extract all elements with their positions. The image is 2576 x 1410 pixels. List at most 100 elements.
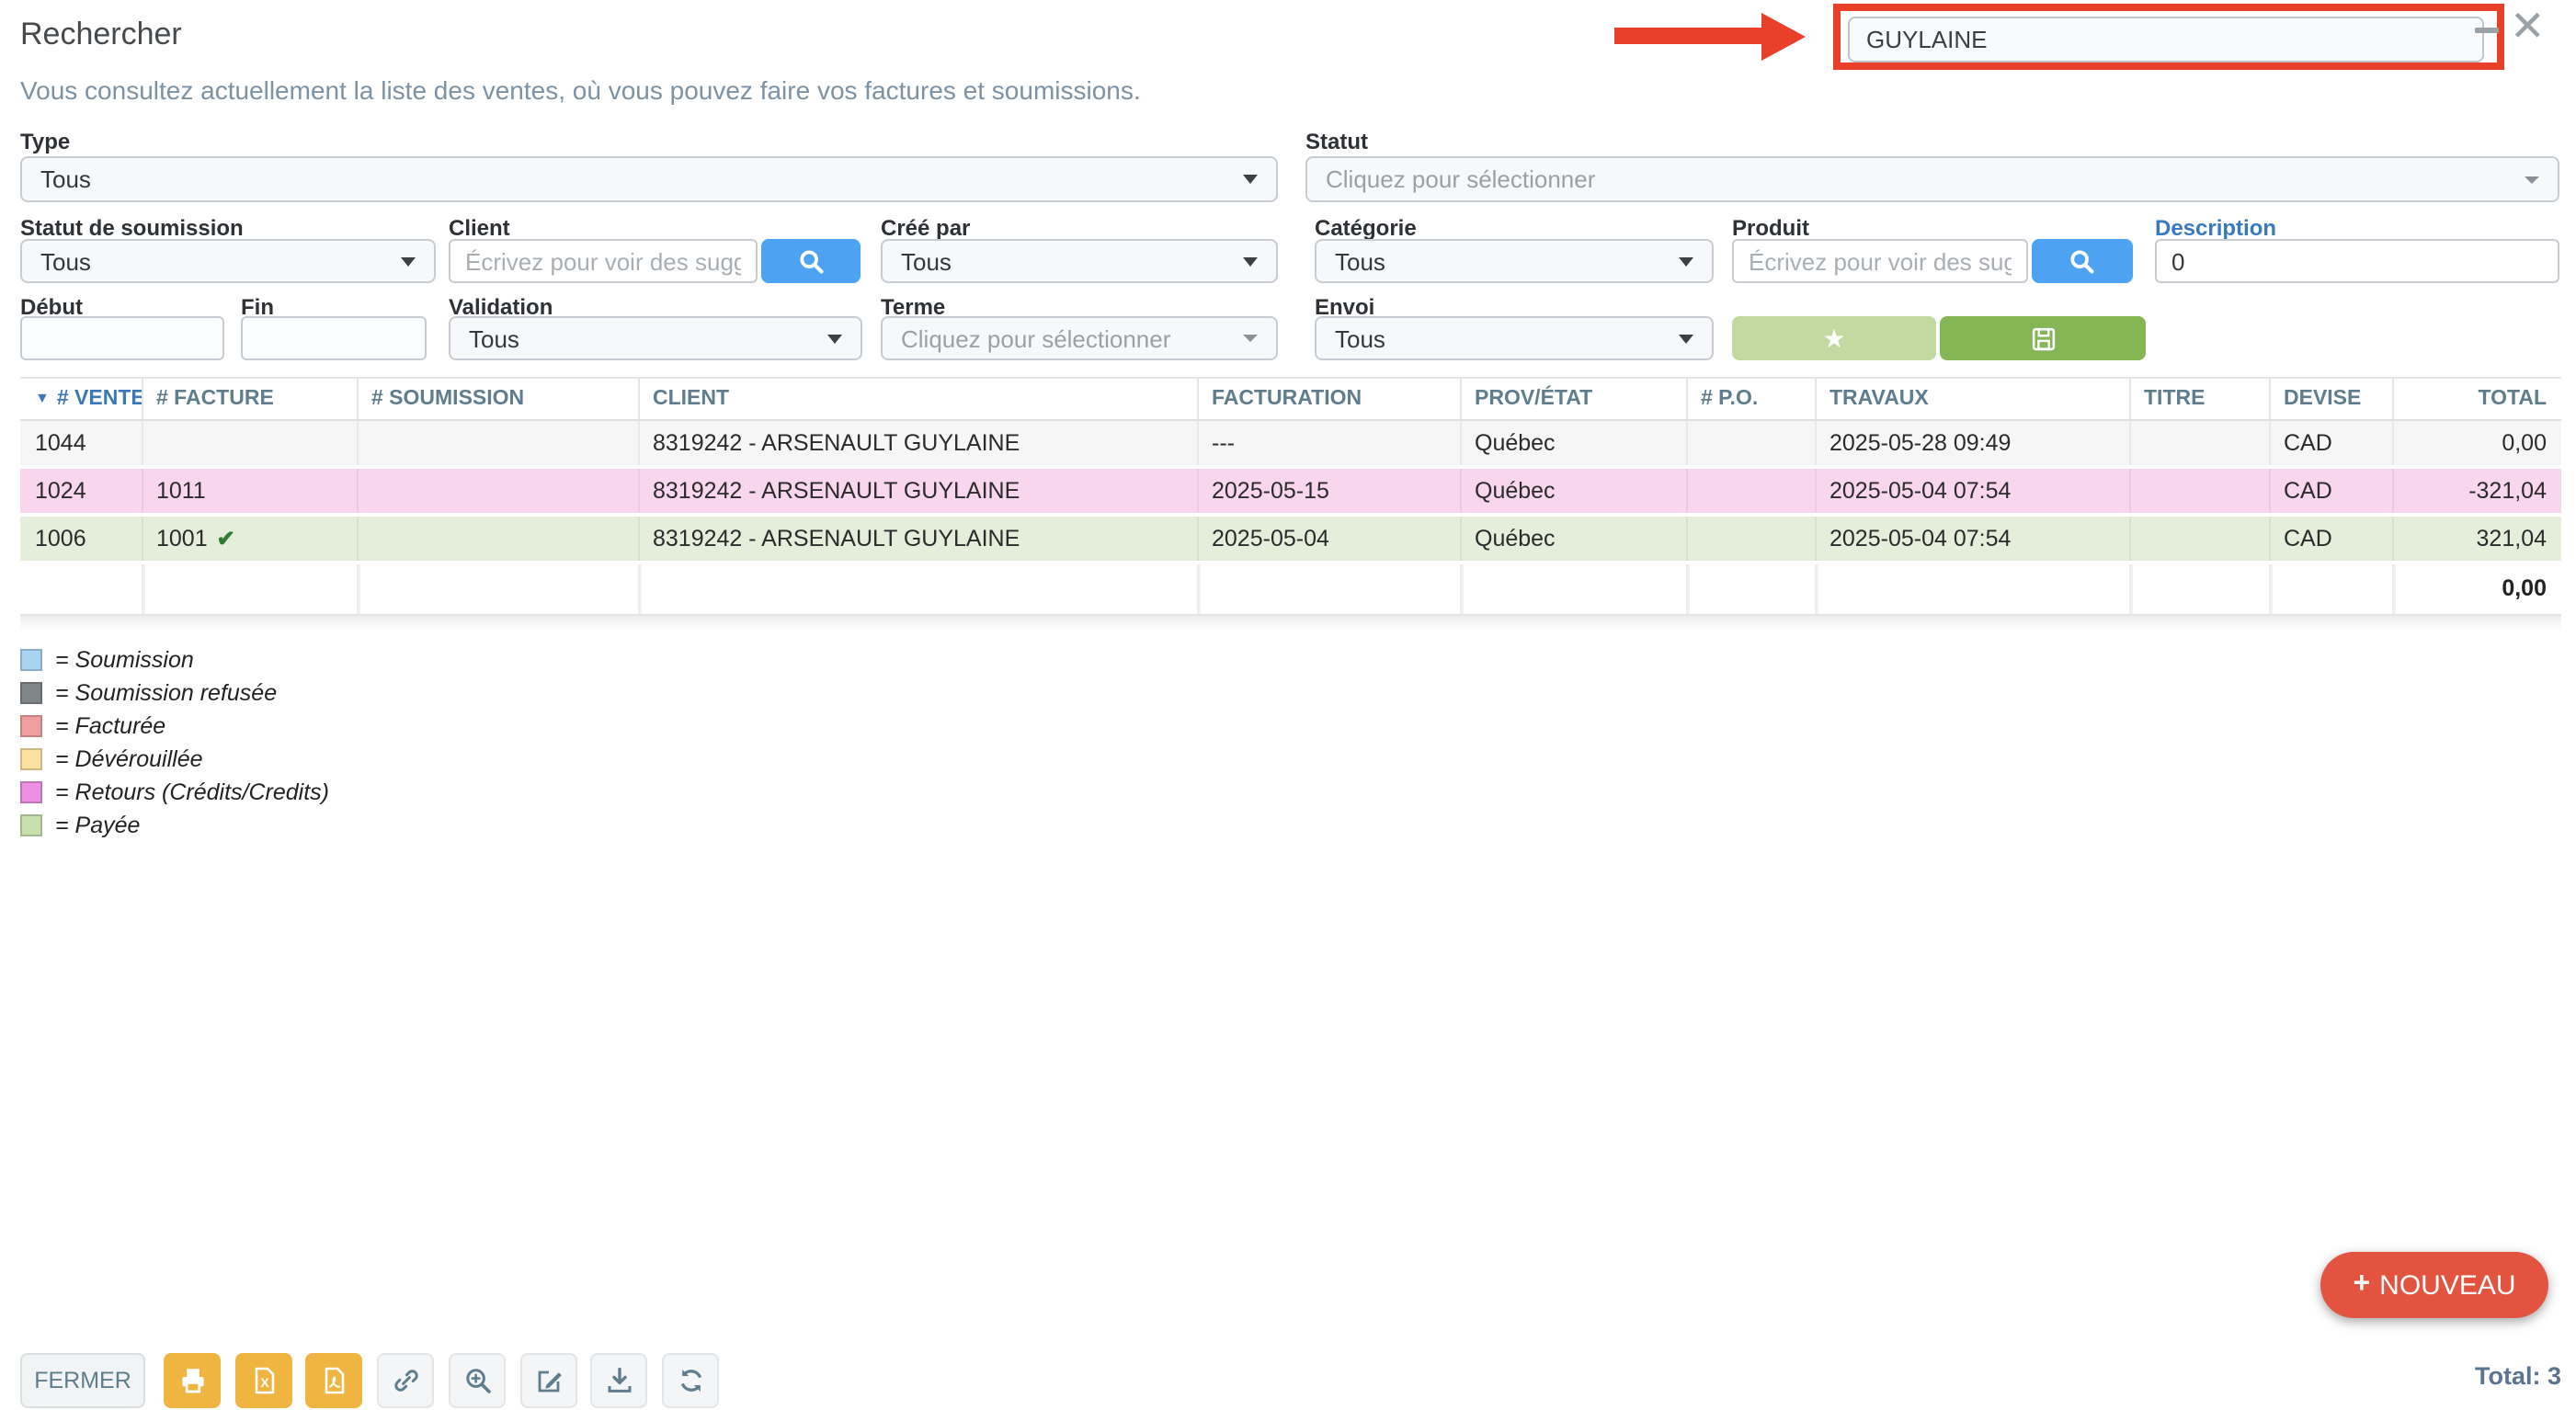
- legend-color-retours: [20, 781, 42, 803]
- cell-facturation: 2025-05-15: [1197, 469, 1460, 513]
- cell-devise: CAD: [2269, 517, 2392, 561]
- column-header-facturation[interactable]: FACTURATION: [1197, 379, 1460, 419]
- legend-item: = Payée: [20, 813, 329, 838]
- chevron-down-icon: [401, 256, 416, 266]
- edit-button[interactable]: [520, 1353, 577, 1408]
- validation-select[interactable]: Tous: [449, 316, 862, 360]
- column-header-total[interactable]: TOTAL: [2392, 379, 2561, 419]
- client-search-button[interactable]: [761, 239, 861, 283]
- row-color-legend: = Soumission = Soumission refusée = Fact…: [20, 647, 329, 838]
- export-excel-button[interactable]: X: [235, 1353, 292, 1408]
- column-header-titre[interactable]: TITRE: [2129, 379, 2269, 419]
- cell-po: [1686, 421, 1815, 465]
- table-header-row: ▼ # VENTE # FACTURE # SOUMISSION CLIENT F…: [20, 377, 2561, 421]
- table-summary-row: 0,00: [20, 564, 2561, 616]
- zoom-in-icon: [465, 1369, 490, 1393]
- copy-link-button[interactable]: [377, 1353, 434, 1408]
- download-button[interactable]: [590, 1353, 647, 1408]
- svg-text:X: X: [259, 1375, 268, 1390]
- cell-facture: 1001 ✔: [142, 517, 357, 561]
- produit-label: Produit: [1732, 215, 1809, 241]
- table-row[interactable]: 1024 1011 8319242 - ARSENAULT GUYLAINE 2…: [20, 469, 2561, 517]
- legend-item: = Dévérouillée: [20, 746, 329, 772]
- file-excel-icon: X: [254, 1367, 274, 1394]
- results-total: Total: 3: [2475, 1362, 2561, 1390]
- debut-label: Début: [20, 294, 83, 320]
- cree-par-label: Créé par: [881, 215, 971, 241]
- refresh-button[interactable]: [662, 1353, 719, 1408]
- legend-color-soumission: [20, 649, 42, 671]
- description-input[interactable]: [2155, 239, 2559, 283]
- categorie-label: Catégorie: [1315, 215, 1417, 241]
- cell-facturation: 2025-05-04: [1197, 517, 1460, 561]
- fin-date-input[interactable]: [241, 316, 427, 360]
- annotation-highlight-box: [1833, 4, 2504, 70]
- table-row[interactable]: 1044 8319242 - ARSENAULT GUYLAINE --- Qu…: [20, 421, 2561, 469]
- statut-soumission-value: Tous: [40, 247, 91, 275]
- minimize-icon[interactable]: [2475, 28, 2499, 33]
- export-pdf-button[interactable]: [305, 1353, 362, 1408]
- column-header-po[interactable]: # P.O.: [1686, 379, 1815, 419]
- legend-color-deverouillee: [20, 748, 42, 770]
- cell-travaux: 2025-05-28 09:49: [1815, 421, 2129, 465]
- cree-par-value: Tous: [901, 247, 952, 275]
- column-header-client[interactable]: CLIENT: [638, 379, 1197, 419]
- new-sale-button[interactable]: + NOUVEAU: [2320, 1252, 2548, 1318]
- chevron-down-icon: [827, 334, 842, 343]
- legend-color-payee: [20, 814, 42, 836]
- column-header-facture[interactable]: # FACTURE: [142, 379, 357, 419]
- validation-label: Validation: [449, 294, 553, 320]
- cell-client: 8319242 - ARSENAULT GUYLAINE: [638, 517, 1197, 561]
- cell-total: 0,00: [2392, 421, 2561, 465]
- column-header-vente[interactable]: ▼ # VENTE: [35, 388, 142, 410]
- table-row[interactable]: 1006 1001 ✔ 8319242 - ARSENAULT GUYLAINE …: [20, 517, 2561, 564]
- close-icon[interactable]: ✕: [2510, 2, 2546, 50]
- plus-icon: +: [2353, 1268, 2371, 1300]
- statut-select[interactable]: Cliquez pour sélectionner: [1305, 156, 2559, 202]
- column-header-soumission[interactable]: # SOUMISSION: [357, 379, 638, 419]
- new-sale-button-label: NOUVEAU: [2379, 1269, 2516, 1301]
- zoom-details-button[interactable]: [449, 1353, 506, 1408]
- categorie-select[interactable]: Tous: [1315, 239, 1714, 283]
- star-icon: ★: [1822, 324, 1846, 353]
- chevron-down-icon: [1243, 175, 1258, 184]
- column-header-prov-etat[interactable]: PROV/ÉTAT: [1460, 379, 1686, 419]
- favorite-filter-button[interactable]: ★: [1732, 316, 1936, 360]
- quick-search-input[interactable]: [1848, 17, 2484, 63]
- terme-select[interactable]: Cliquez pour sélectionner: [881, 316, 1278, 360]
- page-title: Rechercher: [20, 17, 182, 51]
- search-icon: [2070, 249, 2094, 273]
- cree-par-select[interactable]: Tous: [881, 239, 1278, 283]
- produit-input[interactable]: [1732, 239, 2028, 283]
- cell-po: [1686, 517, 1815, 561]
- cell-titre: [2129, 517, 2269, 561]
- legend-item: = Soumission: [20, 647, 329, 673]
- refresh-icon: [679, 1370, 701, 1392]
- print-button[interactable]: [164, 1353, 221, 1408]
- statut-select-placeholder: Cliquez pour sélectionner: [1326, 165, 1596, 193]
- save-filter-button[interactable]: [1940, 316, 2146, 360]
- cell-vente: 1006: [35, 526, 86, 551]
- statut-soumission-select[interactable]: Tous: [20, 239, 436, 283]
- terme-placeholder: Cliquez pour sélectionner: [901, 324, 1171, 352]
- printer-icon: [181, 1369, 203, 1393]
- legend-item: = Soumission refusée: [20, 680, 329, 706]
- type-select[interactable]: Tous: [20, 156, 1278, 202]
- type-label: Type: [20, 129, 71, 154]
- legend-item: = Retours (Crédits/Credits): [20, 779, 329, 805]
- search-icon: [799, 249, 823, 273]
- cell-soumission: [357, 421, 638, 465]
- client-input[interactable]: [449, 239, 758, 283]
- cell-soumission: [357, 517, 638, 561]
- fermer-button[interactable]: FERMER: [20, 1353, 145, 1408]
- envoi-select[interactable]: Tous: [1315, 316, 1714, 360]
- statut-label: Statut: [1305, 129, 1368, 154]
- description-label[interactable]: Description: [2155, 215, 2277, 241]
- chevron-down-icon: [1679, 334, 1693, 343]
- column-header-devise[interactable]: DEVISE: [2269, 379, 2392, 419]
- produit-search-button[interactable]: [2032, 239, 2133, 283]
- debut-date-input[interactable]: [20, 316, 224, 360]
- column-header-travaux[interactable]: TRAVAUX: [1815, 379, 2129, 419]
- cell-facture: [142, 421, 357, 465]
